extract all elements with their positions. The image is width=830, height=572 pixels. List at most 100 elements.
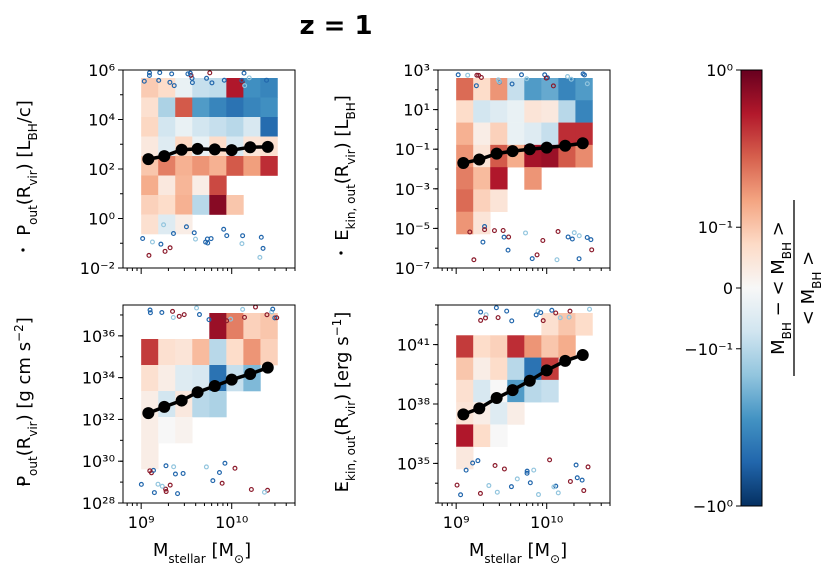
scatter-point bbox=[588, 237, 594, 243]
heatmap-cell bbox=[507, 122, 525, 146]
scatter-point bbox=[569, 236, 575, 242]
scatter-point bbox=[567, 308, 573, 314]
median-point bbox=[191, 142, 204, 155]
scatter-point bbox=[565, 74, 571, 80]
scatter-point bbox=[576, 233, 582, 239]
heatmap-cell bbox=[456, 335, 474, 358]
y-tick-label: 10⁻¹ bbox=[395, 140, 430, 159]
heatmap-cell bbox=[456, 100, 474, 123]
scatter-point bbox=[157, 70, 163, 76]
heatmap-cell bbox=[260, 117, 278, 137]
heatmap-cell bbox=[490, 189, 508, 213]
scatter-point bbox=[471, 257, 477, 263]
scatter-point bbox=[475, 458, 481, 464]
y-tick-label: 10⁴¹ bbox=[397, 336, 430, 355]
scatter-point bbox=[207, 70, 213, 76]
scatter-point bbox=[167, 245, 173, 251]
svg-text:Pout(Rvir) [g cm s−2]: Pout(Rvir) [g cm s−2] bbox=[12, 317, 40, 487]
heatmap-cell bbox=[490, 78, 508, 101]
heatmap-cell bbox=[209, 195, 227, 215]
scatter-point bbox=[494, 489, 500, 495]
heatmap-cell bbox=[158, 365, 176, 392]
scatter-point bbox=[209, 80, 215, 86]
heatmap-cell bbox=[575, 313, 593, 336]
heatmap-cell bbox=[209, 391, 227, 418]
scatter-point bbox=[467, 229, 473, 235]
scatter-point bbox=[557, 315, 563, 321]
heatmap-cell bbox=[141, 195, 159, 215]
scatter-point bbox=[156, 77, 162, 83]
scatter-point bbox=[203, 239, 209, 245]
median-point bbox=[559, 139, 572, 152]
median-point bbox=[473, 153, 486, 166]
heatmap-cell bbox=[490, 402, 508, 425]
scatter-point bbox=[585, 464, 591, 470]
scatter-point bbox=[161, 222, 167, 228]
scatter-point bbox=[553, 310, 559, 316]
scatter-point bbox=[518, 72, 524, 78]
heatmap-cell bbox=[575, 78, 593, 101]
scatter-point bbox=[534, 252, 540, 258]
scatter-point bbox=[264, 77, 270, 83]
median-point bbox=[191, 386, 204, 399]
panel-pdot-top: 10⁻² 10⁰ 10² 10⁴ 10⁶ bbox=[80, 61, 296, 278]
heatmap-cell bbox=[175, 97, 193, 118]
median-point bbox=[523, 374, 536, 387]
svg-text:Ekin, out(Rvir) [erg s−1]: Ekin, out(Rvir) [erg s−1] bbox=[330, 312, 358, 493]
heatmap-cell bbox=[507, 402, 525, 425]
dot-accent bbox=[21, 248, 25, 252]
scatter-point bbox=[533, 312, 539, 318]
scatter-point bbox=[551, 484, 557, 490]
heatmap-cell bbox=[558, 335, 576, 358]
scatter-point bbox=[555, 229, 561, 235]
colorbar-tick-label: 10⁰ bbox=[706, 61, 733, 80]
scatter-point bbox=[527, 480, 533, 486]
scatter-point bbox=[549, 307, 555, 313]
scatter-point bbox=[272, 315, 278, 321]
scatter-point bbox=[216, 470, 222, 476]
median-point bbox=[225, 373, 238, 386]
scatter-point bbox=[175, 491, 181, 497]
scatter-point bbox=[189, 80, 195, 86]
scatter-point bbox=[524, 76, 530, 82]
heatmap-cell bbox=[209, 313, 227, 340]
median-point bbox=[576, 137, 589, 150]
heatmap-cell bbox=[456, 211, 474, 235]
scatter-point bbox=[138, 481, 144, 487]
colorbar-label-numerator: MBH − < MBH > bbox=[768, 221, 794, 355]
scatter-point bbox=[574, 475, 580, 481]
heatmap-cell bbox=[490, 357, 508, 381]
scatter-point bbox=[183, 224, 189, 230]
heatmap-cell bbox=[490, 122, 508, 146]
scatter-point bbox=[529, 256, 535, 262]
heatmap-cell bbox=[507, 100, 525, 123]
heatmap-cell bbox=[141, 117, 159, 137]
heatmap-cell bbox=[456, 167, 474, 190]
scatter-point bbox=[581, 488, 587, 494]
scatter-point bbox=[167, 79, 173, 85]
scatter-point bbox=[482, 315, 488, 321]
heatmap-cell bbox=[192, 78, 210, 98]
scatter-point bbox=[163, 486, 169, 492]
scatter-point bbox=[206, 317, 212, 323]
xlabel-left: Mstellar [M⊙] bbox=[153, 540, 251, 566]
scatter-point bbox=[550, 83, 556, 89]
heatmap-cell bbox=[473, 379, 491, 403]
heatmap-cell bbox=[490, 335, 508, 358]
scatter-point bbox=[477, 490, 483, 496]
scatter-point bbox=[141, 78, 147, 84]
heatmap-cell bbox=[226, 117, 244, 137]
heatmap-cell bbox=[226, 339, 244, 366]
scatter-point bbox=[509, 318, 515, 324]
heatmap-cell bbox=[141, 443, 159, 470]
scatter-point bbox=[540, 318, 546, 324]
heatmap-cell bbox=[141, 339, 159, 366]
colorbar-tick-label: 0 bbox=[723, 279, 733, 298]
scatter-point bbox=[504, 308, 510, 314]
scatter-point bbox=[492, 463, 498, 469]
scatter-point bbox=[248, 486, 254, 492]
scatter-point bbox=[185, 71, 191, 77]
y-tick-label: 10² bbox=[88, 160, 115, 179]
scatter-point bbox=[170, 314, 176, 320]
heatmap-cell bbox=[209, 117, 227, 137]
